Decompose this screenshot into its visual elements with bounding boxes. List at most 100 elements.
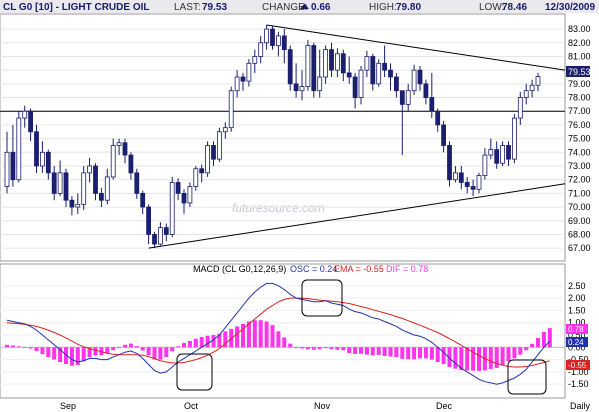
candle-body: [122, 142, 128, 156]
candle-body: [358, 69, 364, 98]
candle: [4, 131, 10, 194]
candle-body: [199, 168, 205, 174]
x-label-sep: Sep: [60, 401, 76, 411]
histogram-bar: [459, 347, 464, 371]
macd-header-prefix: MACD (CL G0,12,26,9): [193, 264, 286, 274]
candle: [22, 105, 28, 128]
annotation-box: [507, 359, 547, 395]
macd-lines: [6, 282, 551, 385]
candle: [264, 24, 270, 50]
candle-body: [134, 172, 140, 194]
candle: [157, 222, 163, 247]
histogram-bar: [93, 347, 98, 356]
histogram-bar: [282, 337, 287, 348]
candle-body: [152, 234, 157, 245]
candle-body: [287, 49, 293, 85]
candle-body: [535, 76, 541, 86]
candle-body: [34, 131, 39, 167]
candle: [535, 72, 541, 92]
histogram-bar: [10, 345, 15, 348]
candle-body: [411, 69, 417, 92]
macd-tag-box: [566, 337, 588, 347]
candle: [299, 70, 305, 101]
histogram-bar: [270, 325, 275, 348]
candle-body: [494, 149, 500, 164]
candle-body: [163, 227, 169, 235]
candle-body: [512, 117, 517, 160]
y-tick-label: -1.00: [568, 367, 589, 377]
candle: [281, 29, 287, 64]
candle: [205, 141, 211, 177]
candle-body: [128, 154, 134, 174]
histogram-bar: [288, 343, 293, 348]
macd-tag-box: [566, 324, 588, 334]
macd-panel: [0, 263, 566, 399]
candle-body: [51, 172, 57, 194]
candle: [429, 72, 435, 119]
candlesticks: [4, 24, 541, 249]
header-bar: [0, 0, 599, 13]
change-label: CHANGE:: [262, 2, 308, 13]
candle: [329, 42, 334, 78]
candle-body: [57, 172, 63, 194]
candle: [358, 66, 364, 105]
macd-tag-osc: 0.24: [568, 338, 584, 347]
candle-body: [311, 45, 317, 92]
histogram-bar: [412, 347, 417, 360]
histogram-bar: [305, 347, 310, 350]
candle: [99, 187, 104, 208]
histogram-bar: [376, 347, 381, 355]
candle-body: [246, 62, 252, 82]
candle-body: [69, 199, 75, 208]
candle: [506, 141, 511, 167]
candle-body: [140, 192, 146, 208]
candle-body: [417, 69, 423, 85]
y-tick-label: 72.00: [568, 175, 591, 185]
histogram-bar: [105, 347, 110, 354]
histogram-bar: [117, 347, 122, 349]
histogram-bar: [16, 346, 21, 348]
candle: [258, 35, 264, 64]
histogram-bar: [370, 347, 375, 356]
histogram-bar: [406, 347, 411, 360]
candle-body: [482, 154, 488, 176]
x-label-nov: Nov: [314, 401, 331, 411]
candle-body: [452, 172, 458, 181]
histogram-bar: [170, 347, 175, 352]
candle-body: [157, 227, 163, 245]
candle: [104, 168, 110, 205]
histogram-bar: [335, 347, 340, 350]
histogram-bar: [223, 331, 228, 348]
candle-body: [240, 76, 246, 82]
candle: [246, 59, 252, 87]
histogram-bar: [311, 347, 316, 350]
x-axis: Sep Oct Nov Dec Daily: [60, 401, 591, 411]
candle: [317, 49, 323, 98]
last-value: 79.53: [202, 2, 227, 13]
candle: [305, 40, 311, 91]
histogram-bar: [418, 347, 422, 359]
y-tick-label: 69.00: [568, 216, 591, 226]
candle: [388, 63, 393, 91]
candle: [370, 53, 376, 91]
histogram-bar: [146, 347, 151, 356]
y-tick-label: 75.00: [568, 134, 591, 144]
candle: [216, 127, 222, 162]
ema-line: [6, 297, 550, 368]
candle-body: [45, 151, 51, 174]
candle: [529, 79, 535, 98]
histogram-bar: [34, 347, 39, 351]
candle-body: [222, 127, 228, 133]
histogram-bar: [524, 347, 529, 351]
header-date: 12/30/2009: [545, 2, 595, 13]
candle: [63, 168, 69, 208]
y-tick-label: 74.00: [568, 147, 591, 157]
candle: [146, 204, 152, 245]
candle-body: [110, 145, 116, 178]
candle-body: [63, 172, 69, 201]
y-tick-label: 82.00: [568, 38, 591, 48]
candle: [376, 59, 382, 87]
histogram-bar: [300, 347, 304, 349]
candle-body: [429, 97, 435, 112]
